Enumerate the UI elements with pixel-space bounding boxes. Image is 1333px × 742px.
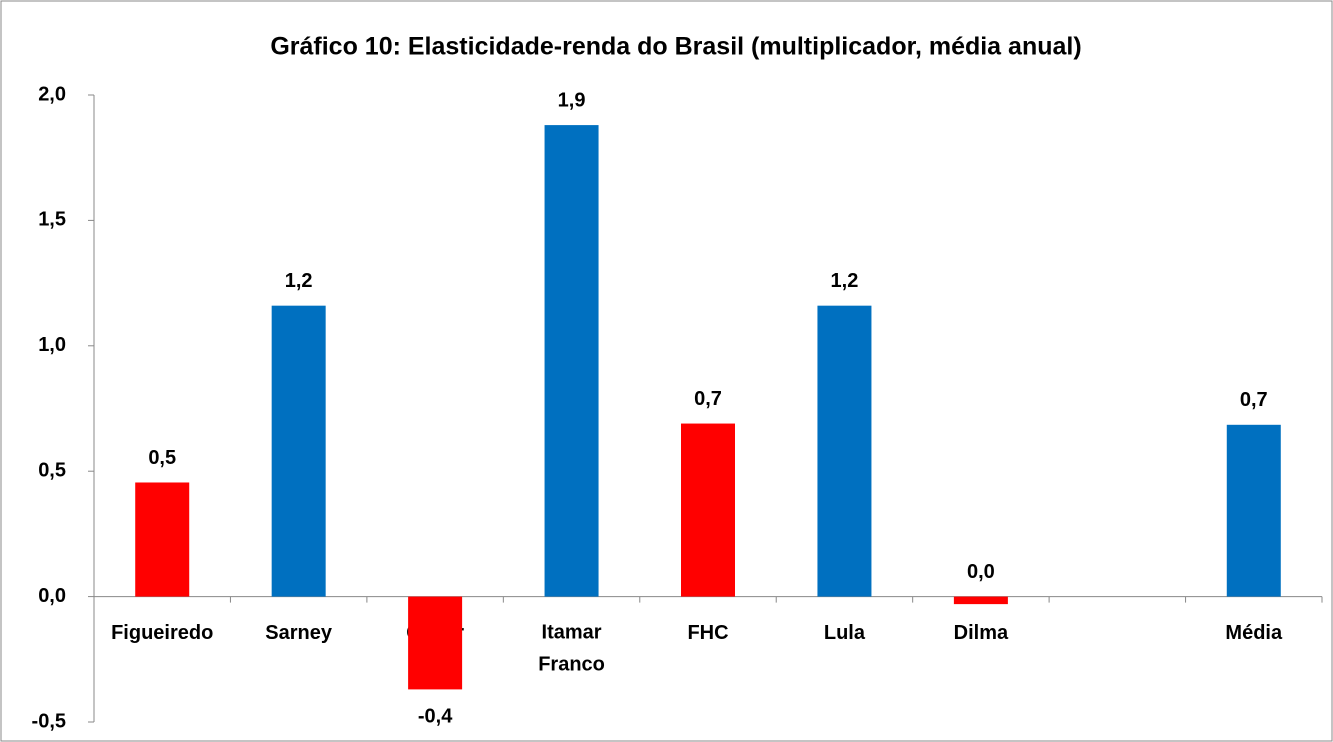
y-tick-label: 2,0 <box>38 83 66 105</box>
data-label: 0,7 <box>694 388 722 410</box>
y-tick-label: 0,0 <box>38 585 66 607</box>
bar <box>408 596 463 690</box>
y-tick-label: 1,5 <box>38 209 66 231</box>
y-tick-label: 0,5 <box>38 459 66 481</box>
chart-title: Gráfico 10: Elasticidade-renda do Brasil… <box>270 33 1081 61</box>
x-tick-label: Sarney <box>265 622 333 644</box>
bar <box>953 596 1008 605</box>
y-tick-label: -0,5 <box>32 710 66 732</box>
data-label: 0,0 <box>967 561 995 583</box>
bar <box>271 305 326 597</box>
data-label: 1,2 <box>285 270 313 292</box>
bar <box>135 482 190 597</box>
data-label: 1,2 <box>831 270 859 292</box>
data-label: 1,9 <box>558 89 586 111</box>
data-label: 0,7 <box>1240 389 1268 411</box>
bar <box>681 423 735 597</box>
bar <box>1226 424 1281 597</box>
data-label: 0,5 <box>148 447 176 469</box>
y-tick-label: 1,0 <box>38 334 66 356</box>
x-tick-label: FHC <box>687 622 728 644</box>
x-tick-label: Média <box>1225 622 1283 644</box>
data-label: -0,4 <box>418 706 453 728</box>
bar <box>817 305 872 597</box>
x-tick-label: Dilma <box>954 622 1009 644</box>
x-tick-label: Lula <box>824 622 866 644</box>
bar <box>544 125 599 597</box>
x-tick-label: Itamar Franco <box>538 622 605 676</box>
x-tick-label: Figueiredo <box>111 622 213 644</box>
